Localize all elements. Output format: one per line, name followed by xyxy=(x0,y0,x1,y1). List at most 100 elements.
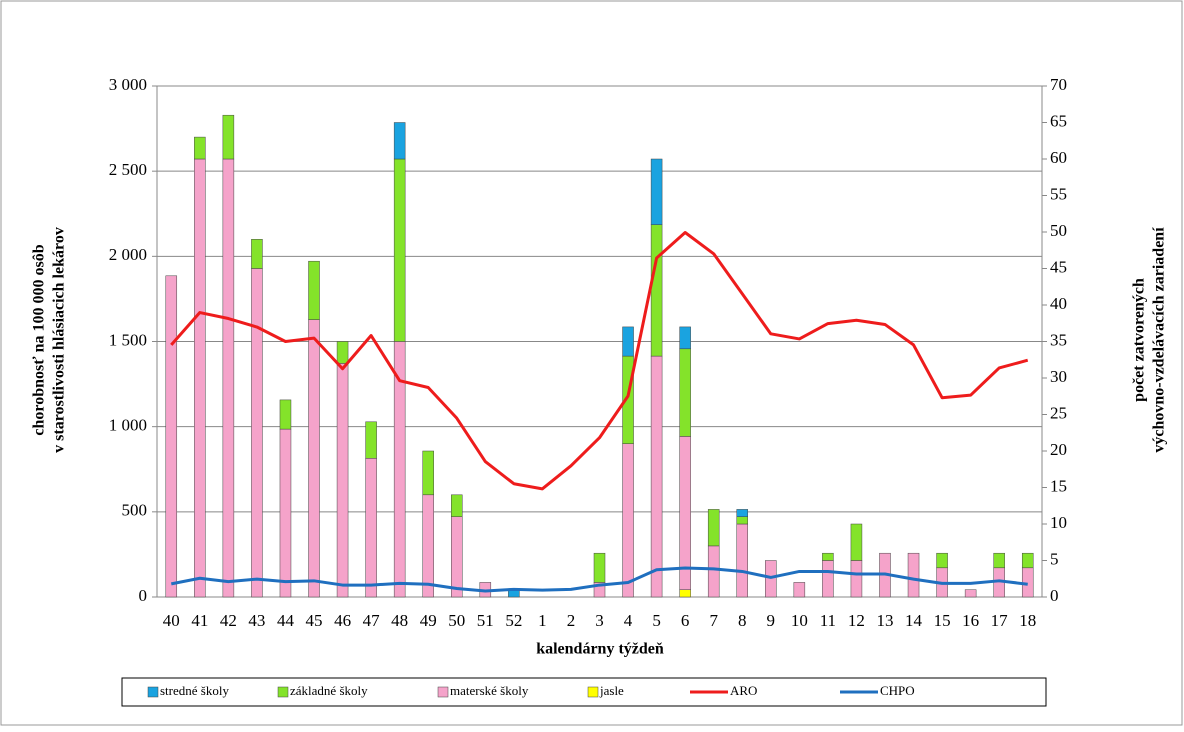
bar-segment xyxy=(251,268,263,598)
y2-tick-label: 40 xyxy=(1050,294,1067,313)
y2-tick-label: 65 xyxy=(1050,111,1067,130)
bar-segment xyxy=(679,589,691,598)
bar-segment xyxy=(222,158,235,598)
x-tick-label: 42 xyxy=(220,611,237,630)
line-series xyxy=(170,566,1028,593)
x-tick-label: 48 xyxy=(391,611,408,630)
legend-label: ARO xyxy=(730,683,757,698)
bar-segment xyxy=(194,136,206,160)
y-tick-label: 1 500 xyxy=(109,330,147,349)
bar-segment xyxy=(622,326,634,357)
bar-segment xyxy=(707,509,720,547)
bar-segment xyxy=(822,560,834,598)
x-tick-label: 45 xyxy=(306,611,323,630)
bar-segment xyxy=(422,494,434,598)
bar-segment xyxy=(907,552,920,598)
x-tick-label: 51 xyxy=(477,611,494,630)
y2-tick-label: 70 xyxy=(1050,75,1067,94)
bar-segment xyxy=(622,443,634,598)
bar-segment xyxy=(393,158,406,342)
bar-segment xyxy=(793,582,806,598)
bar-segment xyxy=(308,260,320,320)
x-tick-label: 6 xyxy=(681,611,690,630)
legend-swatch xyxy=(277,686,289,698)
bar-segment xyxy=(451,494,463,517)
bar-segment xyxy=(194,158,206,598)
bar-segment xyxy=(736,509,748,517)
x-axis-title: kalendárny týždeň xyxy=(536,641,664,658)
y2-axis-title: počet zatvorených výchovno-vzdelávacích … xyxy=(1131,227,1168,453)
y-axis-title: chorobnosť na 100 000 osôb v starostlivo… xyxy=(31,227,68,453)
legend-label: stredné školy xyxy=(160,683,229,698)
x-tick-label: 17 xyxy=(991,611,1009,630)
y2-tick-label: 35 xyxy=(1050,330,1067,349)
y-axis-title-line: v starostlivosti hlásiacich lekárov xyxy=(51,227,68,453)
x-tick-label: 1 xyxy=(538,611,547,630)
x-tick-label: 14 xyxy=(905,611,923,630)
y-tick-label: 2 000 xyxy=(109,245,147,264)
x-tick-label: 52 xyxy=(505,611,522,630)
legend-swatch xyxy=(587,686,599,698)
y2-tick-label: 20 xyxy=(1050,440,1067,459)
bar-segment xyxy=(336,341,349,364)
legend-box xyxy=(121,677,1047,707)
bar-segment xyxy=(736,516,748,525)
y-tick-label: 3 000 xyxy=(109,75,147,94)
bar-segment xyxy=(650,158,663,225)
x-tick-label: 44 xyxy=(277,611,295,630)
y2-tick-label: 55 xyxy=(1050,184,1067,203)
y2-tick-label: 45 xyxy=(1050,257,1067,276)
bar-segment xyxy=(308,319,320,598)
y2-tick-label: 5 xyxy=(1050,549,1059,568)
y2-tick-label: 50 xyxy=(1050,221,1067,240)
bar-segment xyxy=(822,552,834,561)
bar-segment xyxy=(850,523,863,561)
y2-tick-label: 60 xyxy=(1050,148,1067,167)
x-tick-label: 41 xyxy=(191,611,208,630)
y2-axis-title-line: počet zatvorených xyxy=(1131,278,1148,402)
x-tick-label: 3 xyxy=(595,611,604,630)
bar-segment xyxy=(365,421,377,459)
y2-tick-label: 30 xyxy=(1050,367,1067,386)
y-tick-label: 1 000 xyxy=(109,416,147,435)
x-tick-label: 11 xyxy=(820,611,836,630)
bar-segment xyxy=(279,428,292,598)
bar-segment xyxy=(679,348,691,437)
x-tick-label: 40 xyxy=(163,611,180,630)
y-tick-label: 2 500 xyxy=(109,160,147,179)
x-tick-label: 13 xyxy=(876,611,893,630)
bar-segment xyxy=(993,552,1005,569)
legend-label: CHPO xyxy=(880,683,915,698)
bar-segment xyxy=(1021,552,1034,569)
x-tick-label: 50 xyxy=(448,611,465,630)
x-tick-label: 16 xyxy=(962,611,979,630)
x-tick-label: 18 xyxy=(1019,611,1036,630)
x-tick-label: 9 xyxy=(767,611,776,630)
legend-swatch xyxy=(437,686,449,698)
legend-label: materské školy xyxy=(450,683,529,698)
y-tick-label: 0 xyxy=(139,586,148,605)
bar-segment xyxy=(679,326,691,350)
bar-segment xyxy=(707,545,720,598)
bar-segment xyxy=(422,450,434,496)
x-tick-label: 46 xyxy=(334,611,351,630)
y-tick-label: 500 xyxy=(122,501,148,520)
y2-tick-label: 10 xyxy=(1050,513,1067,532)
bar-segment xyxy=(593,552,606,583)
bar-segment xyxy=(936,552,948,569)
bar-segment xyxy=(393,122,406,160)
bar-segment xyxy=(736,523,748,598)
x-tick-label: 4 xyxy=(624,611,633,630)
bar-segment xyxy=(365,458,377,598)
x-tick-label: 8 xyxy=(738,611,747,630)
bar-segment xyxy=(650,224,663,357)
bar-segment xyxy=(251,239,263,269)
x-tick-label: 15 xyxy=(934,611,951,630)
y2-tick-label: 0 xyxy=(1050,586,1059,605)
y2-tick-label: 15 xyxy=(1050,476,1067,495)
bar-segment xyxy=(650,355,663,598)
x-tick-label: 7 xyxy=(709,611,718,630)
bar-segment xyxy=(850,560,863,598)
x-tick-label: 43 xyxy=(248,611,265,630)
